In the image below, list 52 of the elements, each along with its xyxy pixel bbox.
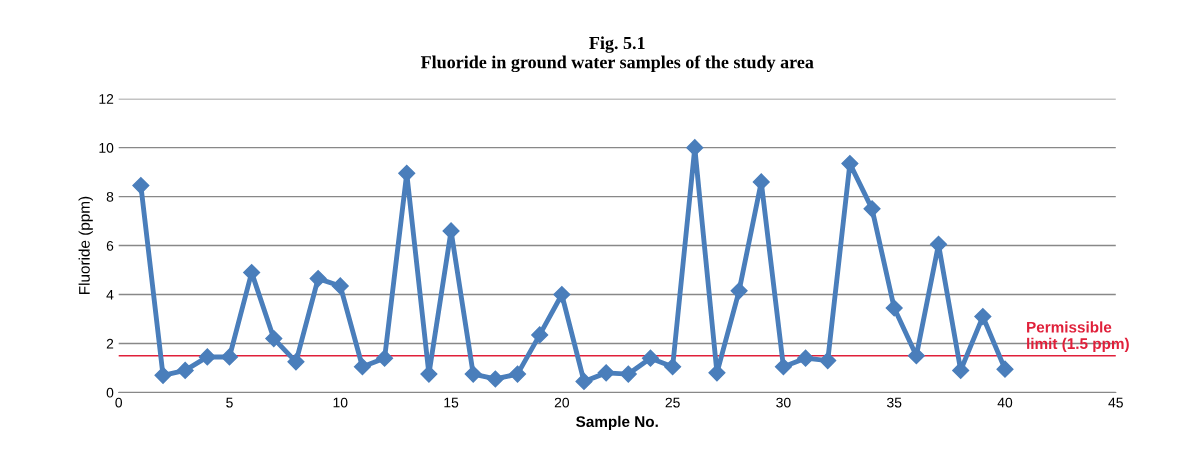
point xyxy=(265,330,283,348)
x-tick-label: 35 xyxy=(887,397,902,408)
point xyxy=(885,299,903,317)
y-tick-label: 10 xyxy=(99,142,114,153)
x-tick-label: 20 xyxy=(554,397,570,408)
x-tick-label: 45 xyxy=(1108,397,1123,408)
chart-title: Fig. 5.1 Fluoride in ground water samples of the study area xyxy=(420,36,814,73)
point xyxy=(974,308,992,326)
y-tick-label: 0 xyxy=(106,387,114,398)
point xyxy=(287,353,305,371)
point xyxy=(398,164,416,182)
x-axis-title: Sample No. xyxy=(576,415,658,431)
point xyxy=(863,200,881,218)
x-tick-label: 5 xyxy=(226,397,233,408)
point xyxy=(486,370,504,388)
x-tick-label: 25 xyxy=(665,397,680,408)
point xyxy=(331,277,349,295)
point xyxy=(575,372,593,390)
point xyxy=(774,358,792,376)
point xyxy=(797,349,815,367)
point xyxy=(664,358,682,376)
point xyxy=(730,282,748,300)
point xyxy=(132,177,150,195)
x-tick-label: 0 xyxy=(115,397,123,408)
y-axis-title: Fluoride (ppm) xyxy=(78,196,93,294)
point xyxy=(464,365,482,383)
point xyxy=(553,285,571,304)
point xyxy=(508,365,527,383)
y-tick-label: 12 xyxy=(99,94,114,104)
point xyxy=(309,270,327,288)
point xyxy=(353,358,371,376)
y-tick-label: 2 xyxy=(106,338,114,349)
ref-line-label: Permissible limit (1.5 ppm) xyxy=(1027,321,1129,353)
point xyxy=(597,364,615,382)
x-tick-label: 30 xyxy=(776,397,791,408)
point xyxy=(198,348,216,366)
point xyxy=(619,365,637,383)
point xyxy=(176,361,194,379)
point xyxy=(819,352,837,370)
point xyxy=(154,366,172,384)
y-tick-label: 8 xyxy=(106,191,114,202)
point xyxy=(376,349,394,367)
point xyxy=(531,326,549,344)
y-tick-label: 6 xyxy=(106,240,114,251)
point xyxy=(641,349,660,367)
y-tick-label: 4 xyxy=(106,290,114,300)
point xyxy=(907,347,925,365)
x-tick-label: 15 xyxy=(444,397,459,408)
x-tick-label: 40 xyxy=(997,397,1013,408)
point xyxy=(220,348,239,366)
x-tick-label: 10 xyxy=(333,397,348,408)
point xyxy=(996,360,1014,378)
